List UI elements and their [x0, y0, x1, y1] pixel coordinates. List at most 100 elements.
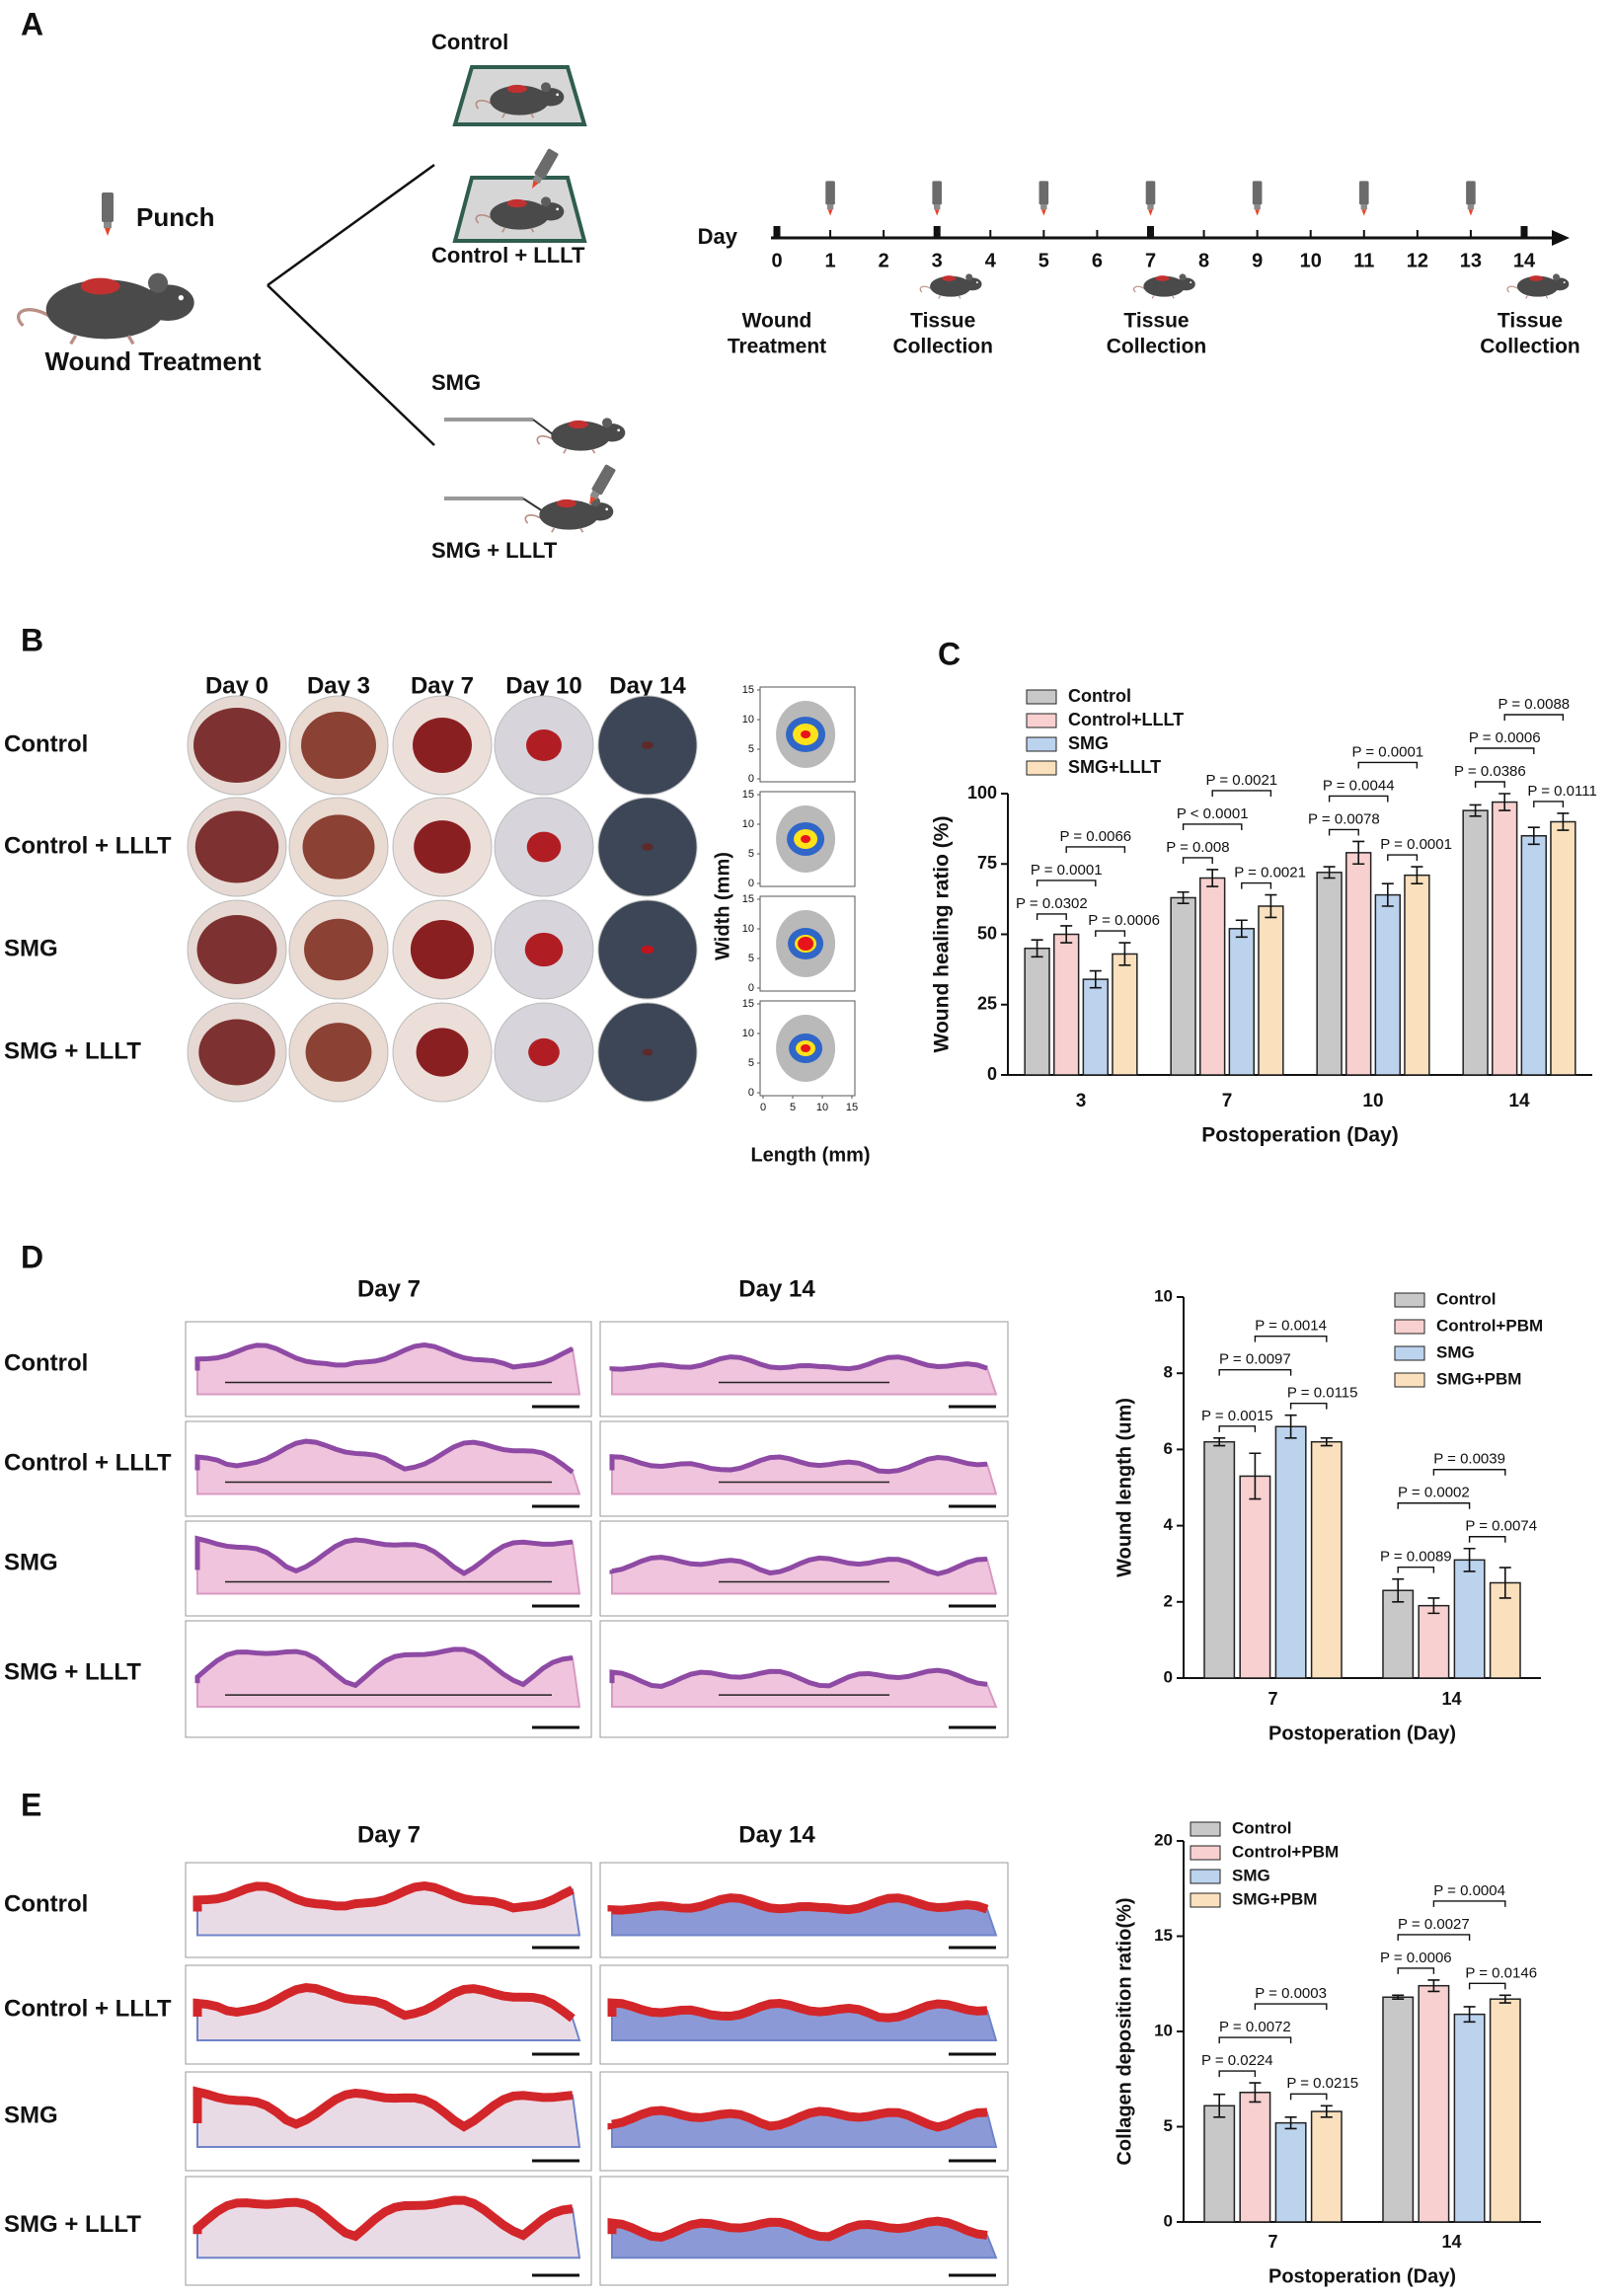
- error-bar: [1060, 925, 1073, 944]
- wound-area: [524, 932, 564, 967]
- x-axis-label: Length (mm): [750, 1144, 870, 1166]
- legend-label: SMG+PBM: [1436, 1369, 1521, 1388]
- epidermis: [194, 1342, 575, 1371]
- bar: [1345, 852, 1372, 1076]
- group-label: Control + LLLT: [4, 1450, 172, 1477]
- error-bar: [1392, 1994, 1405, 2000]
- significance-bracket: [1397, 1502, 1471, 1509]
- wound-area: [301, 712, 376, 779]
- error-bar: [1249, 2082, 1262, 2104]
- legend-label: SMG: [1068, 733, 1109, 753]
- bar: [1203, 2105, 1236, 2223]
- p-value: P = 0.0001: [1380, 836, 1452, 853]
- p-value: P = 0.0088: [1498, 696, 1570, 713]
- column-header: Day 10: [505, 672, 581, 699]
- x-tick-label: 15: [846, 1102, 858, 1113]
- error-bar: [1498, 1994, 1511, 2004]
- x-tick-label: 5: [790, 1102, 796, 1113]
- bar: [1228, 928, 1255, 1076]
- y-tick-label: 25: [977, 994, 997, 1014]
- bar: [1239, 1475, 1271, 1679]
- significance-bracket: [1095, 930, 1126, 938]
- p-value: P = 0.0001: [1351, 743, 1423, 760]
- branch-line: [267, 163, 435, 287]
- wound-area: [305, 1023, 372, 1082]
- p-value: P = 0.0066: [1059, 828, 1131, 845]
- p-value: P = 0.0044: [1323, 777, 1395, 794]
- timeline-day: 4: [985, 250, 997, 271]
- timeline-day: 7: [1145, 250, 1156, 271]
- error-bar: [1352, 840, 1365, 866]
- group-label: Control + LLLT: [4, 832, 172, 859]
- legend-swatch: [1026, 689, 1057, 705]
- x-tick-label: 10: [1362, 1091, 1383, 1111]
- x-tick-label: 7: [1267, 2232, 1277, 2252]
- legend-label: Control+PBM: [1436, 1316, 1543, 1335]
- panel-label: C: [938, 636, 960, 671]
- column-header: Day 7: [411, 672, 474, 699]
- significance-bracket: [1397, 1967, 1435, 1974]
- bar: [1203, 1440, 1236, 1679]
- y-tick-label: 15: [742, 998, 754, 1010]
- bar: [1462, 809, 1489, 1076]
- y-axis-label: Collagen deposition ratio(%): [1114, 1897, 1135, 2165]
- legend-label: Control+PBM: [1232, 1842, 1339, 1861]
- error-bar: [1411, 866, 1423, 884]
- bar: [1316, 872, 1343, 1076]
- error-bar: [1265, 893, 1277, 919]
- column-header: Day 0: [205, 672, 269, 699]
- legend-label: Control: [1436, 1289, 1496, 1308]
- error-bar: [1089, 969, 1102, 989]
- x-axis-label: Postoperation (Day): [1268, 1722, 1456, 1744]
- legend-swatch: [1026, 713, 1057, 728]
- group-label: Control + LLLT: [4, 1995, 172, 2022]
- event-label: Treatment: [728, 336, 826, 358]
- epidermis: [609, 1667, 988, 1689]
- x-tick-label: 0: [760, 1102, 766, 1113]
- y-tick-label: 5: [748, 953, 754, 964]
- x-tick-label: 3: [1076, 1091, 1087, 1111]
- tail-tether: [532, 419, 554, 435]
- group-label: SMG: [4, 1550, 58, 1576]
- p-value: P = 0.0215: [1286, 2075, 1358, 2092]
- error-bar: [1177, 890, 1190, 904]
- error-bar: [1323, 866, 1336, 880]
- y-tick-label: 5: [748, 743, 754, 755]
- y-tick-label: 10: [1154, 1286, 1173, 1305]
- bar: [1453, 2013, 1486, 2223]
- event-label: Tissue: [910, 310, 975, 333]
- error-bar: [1527, 826, 1540, 846]
- column-header: Day 14: [609, 672, 686, 699]
- timeline-day: 13: [1460, 250, 1482, 271]
- bar: [1170, 896, 1196, 1076]
- significance-bracket: [1328, 828, 1359, 836]
- contour-core: [801, 835, 811, 843]
- legend-swatch: [1394, 1292, 1425, 1308]
- bar: [1382, 1996, 1415, 2223]
- epidermis: [609, 1354, 988, 1372]
- p-value: P < 0.0001: [1177, 805, 1249, 822]
- error-bar: [1463, 1547, 1476, 1572]
- bar: [1274, 1425, 1307, 1679]
- wound-area: [526, 729, 562, 761]
- x-tick-label: 14: [1441, 2232, 1461, 2252]
- bar: [1418, 1984, 1450, 2223]
- p-value: P = 0.0021: [1234, 865, 1306, 881]
- error-bar: [1249, 1452, 1262, 1500]
- legend-swatch: [1394, 1372, 1425, 1388]
- epidermis: [194, 1646, 574, 1689]
- y-tick-label: 15: [742, 893, 754, 905]
- punch-label: Punch: [136, 202, 214, 232]
- y-tick-label: 2: [1164, 1591, 1173, 1610]
- group-label: SMG + LLLT: [4, 1037, 141, 1064]
- epidermis: [194, 1535, 574, 1576]
- significance-bracket: [1474, 747, 1535, 754]
- event-label: Collection: [1480, 336, 1580, 358]
- epidermis: [194, 1438, 575, 1475]
- epidermis: [607, 2105, 988, 2132]
- bar: [1082, 978, 1109, 1076]
- error-bar: [1392, 1577, 1405, 1603]
- error-bar: [1427, 1979, 1440, 1993]
- wound-area: [416, 1028, 469, 1077]
